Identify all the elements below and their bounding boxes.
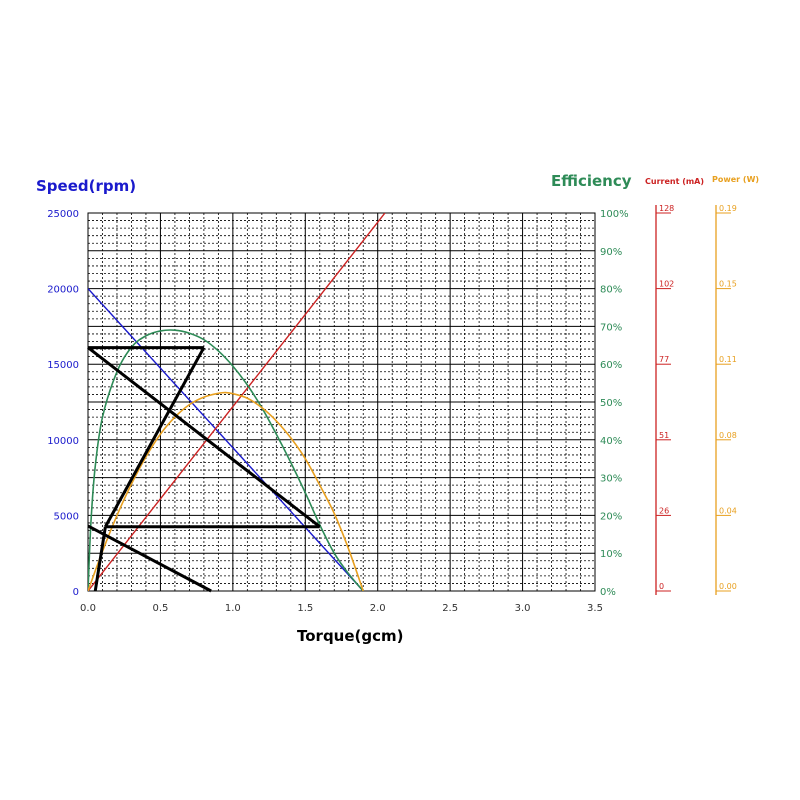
- efficiency-tick-label: 40%: [600, 436, 622, 447]
- speed-tick-label: 5000: [54, 511, 79, 522]
- power-tick-label: 0.15: [719, 280, 737, 289]
- power-tick-label: 0.00: [719, 582, 737, 591]
- series-lines: [88, 213, 386, 591]
- annotation-lines: [87, 346, 321, 593]
- speed-tick-label: 10000: [47, 436, 79, 447]
- power-tick-label: 0.08: [719, 431, 737, 440]
- current-tick-label: 77: [659, 355, 669, 364]
- x-tick-labels: 0.0 0.5 1.0 1.5 2.0 2.5 3.0 3.5: [80, 603, 603, 614]
- x-tick-label: 2.5: [442, 603, 458, 614]
- speed-tick-label: 25000: [47, 209, 79, 220]
- x-tick-label: 3.0: [515, 603, 531, 614]
- annotation-segment: [104, 346, 206, 528]
- speed-tick-label: 15000: [47, 360, 79, 371]
- x-tick-label: 0.5: [152, 603, 168, 614]
- x-tick-label: 3.5: [587, 603, 603, 614]
- current-tick-label: 0: [659, 582, 664, 591]
- speed-tick-label: 20000: [47, 285, 79, 296]
- efficiency-tick-label: 50%: [600, 398, 622, 409]
- series-line-power-w-: [88, 391, 364, 591]
- efficiency-tick-label: 70%: [600, 322, 622, 333]
- torque-axis-title: Torque(gcm): [297, 627, 404, 645]
- power-tick-label: 0.19: [719, 204, 737, 213]
- power-tick-label: 0.11: [719, 355, 737, 364]
- current-axis-title: Current (mA): [645, 177, 704, 186]
- x-tick-label: 0.0: [80, 603, 96, 614]
- efficiency-tick-label: 100%: [600, 209, 629, 220]
- efficiency-tick-label: 20%: [600, 511, 622, 522]
- current-tick-label: 51: [659, 431, 669, 440]
- efficiency-tick-labels: 0% 10% 20% 30% 40% 50% 60% 70% 80% 90% 100%: [600, 209, 629, 598]
- series-line-speed-rpm-: [88, 288, 364, 591]
- speed-tick-labels: 0 5000 10000 15000 20000 25000: [47, 209, 79, 598]
- x-tick-label: 1.0: [225, 603, 241, 614]
- efficiency-tick-label: 80%: [600, 285, 622, 296]
- x-tick-label: 1.5: [297, 603, 313, 614]
- efficiency-tick-label: 10%: [600, 549, 622, 560]
- power-tick-label: 0.04: [719, 506, 737, 515]
- efficiency-tick-label: 30%: [600, 474, 622, 485]
- speed-axis-title: Speed(rpm): [36, 177, 136, 195]
- current-tick-label: 26: [659, 506, 669, 515]
- efficiency-tick-label: 60%: [600, 360, 622, 371]
- x-tick-label: 2.0: [370, 603, 386, 614]
- current-axis: 0 26 51 77 102 128: [655, 204, 674, 595]
- annotation-segment: [93, 526, 107, 592]
- power-axis-title: Power (W): [712, 175, 759, 184]
- plot-grid: [87, 212, 596, 592]
- efficiency-axis-title: Efficiency: [551, 172, 632, 190]
- efficiency-tick-label: 90%: [600, 247, 622, 258]
- annotation-segment: [87, 346, 321, 528]
- annotation-segment: [87, 524, 212, 593]
- current-tick-label: 102: [659, 280, 674, 289]
- power-axis: 0.00 0.04 0.08 0.11 0.15 0.19: [715, 204, 737, 595]
- speed-tick-label: 0: [73, 587, 79, 598]
- current-tick-label: 128: [659, 204, 674, 213]
- efficiency-tick-label: 0%: [600, 587, 616, 598]
- series-line-efficiency: [88, 329, 364, 591]
